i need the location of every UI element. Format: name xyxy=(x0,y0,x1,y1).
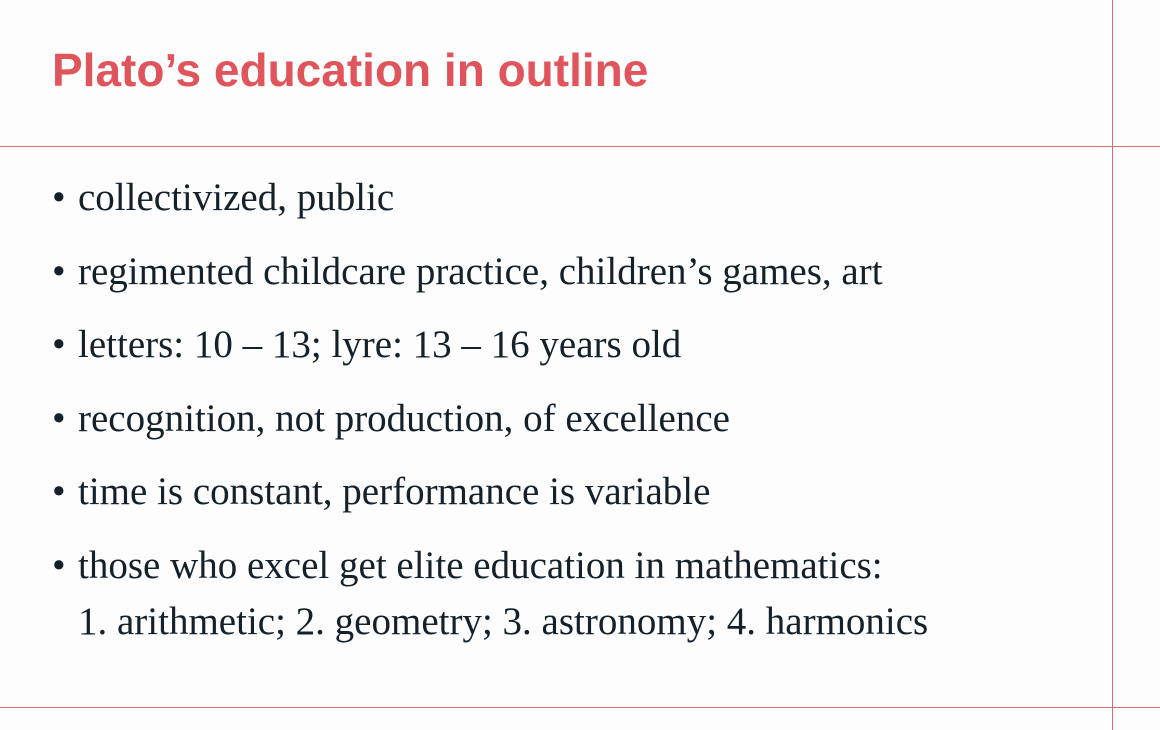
bullet-item: • collectivized, public xyxy=(52,170,1107,226)
bullet-text: letters: 10 – 13; lyre: 13 – 16 years ol… xyxy=(78,323,682,366)
bullet-marker: • xyxy=(52,470,66,513)
bullet-text: time is constant, performance is variabl… xyxy=(78,470,711,513)
bullet-marker: • xyxy=(52,396,66,440)
title-divider-line xyxy=(0,146,1160,147)
bullet-text: recognition, not production, of excellen… xyxy=(78,396,730,440)
bullet-item: • letters: 10 – 13; lyre: 13 – 16 years … xyxy=(52,317,1107,373)
bullet-text: collectivized, public xyxy=(78,176,395,219)
bullet-list: • collectivized, public • regimented chi… xyxy=(52,170,1107,667)
slide-title: Plato’s education in outline xyxy=(52,44,649,96)
bullet-item: • regimented childcare practice, childre… xyxy=(52,244,1107,300)
bullet-item: • those who excel get elite education in… xyxy=(52,538,1107,650)
bullet-marker: • xyxy=(52,249,66,293)
right-margin-line xyxy=(1112,0,1113,730)
footer-divider-line xyxy=(0,707,1160,708)
bullet-marker: • xyxy=(52,176,66,219)
bullet-marker: • xyxy=(52,543,66,587)
bullet-marker: • xyxy=(52,323,66,366)
bullet-continuation-text: 1. arithmetic; 2. geometry; 3. astronomy… xyxy=(78,599,929,643)
bullet-item: • recognition, not production, of excell… xyxy=(52,391,1107,447)
bullet-text: regimented childcare practice, children’… xyxy=(78,249,883,293)
bullet-item: • time is constant, performance is varia… xyxy=(52,464,1107,520)
bullet-text: those who excel get elite education in m… xyxy=(78,543,883,587)
